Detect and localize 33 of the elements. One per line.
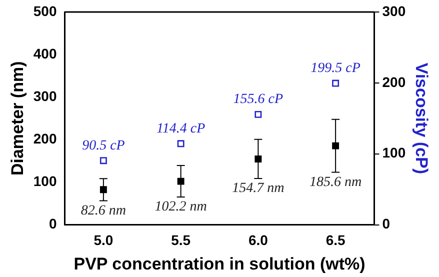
y-tick-label: 100	[33, 173, 57, 190]
data-label: 154.7 nm	[232, 181, 284, 196]
y2-tick-label: 300	[382, 2, 406, 19]
data-label: 114.4 cP	[156, 121, 206, 136]
data-label: 155.6 cP	[233, 92, 284, 108]
x-tick-label: 6.0	[248, 232, 268, 248]
y2-axis-title: Viscosity (cP)	[412, 62, 432, 174]
data-label: 102.2 nm	[154, 200, 207, 215]
x-tick-label: 5.0	[94, 232, 114, 248]
y-tick-label: 500	[33, 2, 57, 19]
x-tick-label: 6.5	[326, 232, 346, 248]
point	[177, 140, 184, 148]
data-label: 90.5 cP	[82, 138, 126, 154]
point	[254, 155, 262, 162]
point	[100, 186, 107, 194]
data-label: 82.6 nm	[80, 203, 126, 218]
y-tick-label: 200	[33, 130, 57, 147]
x-axis-title: PVP concentration in solution (wt%)	[74, 254, 366, 274]
x-tick-label: 5.5	[171, 232, 191, 248]
data-label: 185.6 nm	[309, 174, 362, 190]
y-tick-label: 400	[33, 45, 57, 62]
point	[100, 157, 107, 164]
y2-tick-label: 200	[382, 74, 406, 90]
y2-tick-label: 100	[382, 144, 406, 161]
point	[332, 80, 340, 87]
data-label: 199.5 cP	[310, 60, 361, 76]
y-tick-label: 300	[33, 88, 57, 104]
y2-tick-label: 0	[382, 216, 390, 232]
point	[254, 110, 262, 118]
point	[332, 142, 340, 150]
y-tick-label: 0	[48, 216, 57, 232]
y-axis-title: Diameter (nm)	[8, 61, 27, 176]
point	[177, 178, 184, 185]
